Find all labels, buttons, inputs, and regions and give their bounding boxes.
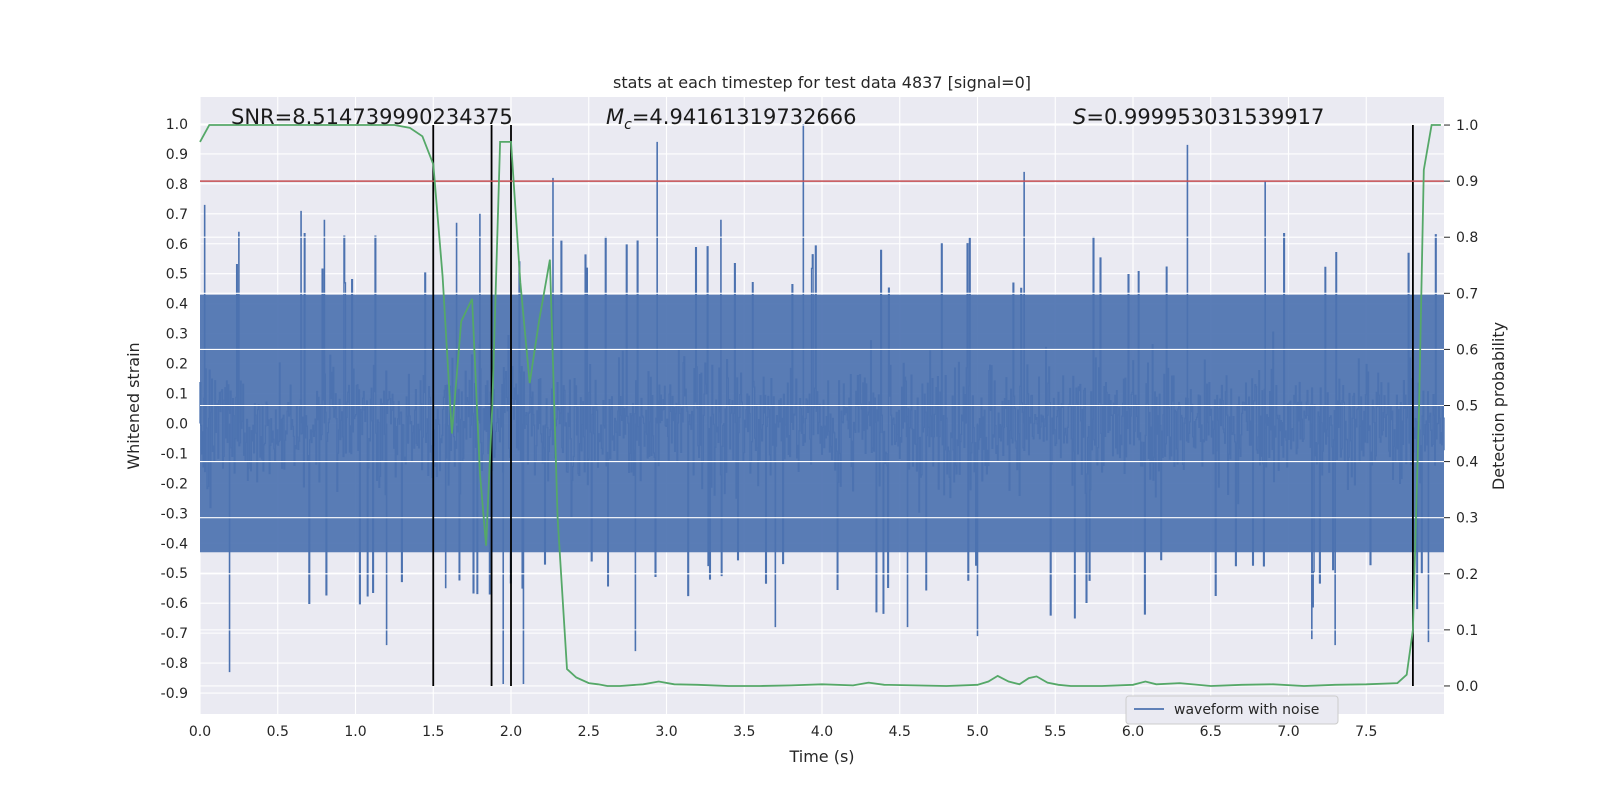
y-right-tick-label: 0.3 xyxy=(1456,511,1478,527)
chirp-mass-subscript: c xyxy=(624,117,632,133)
y-left-tick-label: -0.6 xyxy=(161,596,188,612)
y-left-tick-label: 0.5 xyxy=(166,267,188,283)
x-tick-label: 2.0 xyxy=(500,724,522,740)
x-tick-label: 0.0 xyxy=(189,724,211,740)
y-right-tick-label: 0.0 xyxy=(1456,679,1478,695)
x-tick-label: 7.0 xyxy=(1277,724,1299,740)
y-left-tick-label: -0.1 xyxy=(161,446,188,462)
x-tick-label: 6.0 xyxy=(1122,724,1144,740)
horizontal-grid-overlay xyxy=(200,124,1444,687)
y-left-tick-label: 0.1 xyxy=(166,387,188,403)
series-detection-probability xyxy=(199,124,1441,687)
legend-box xyxy=(1125,695,1339,725)
x-tick-label: 5.5 xyxy=(1044,724,1066,740)
y-left-tick-label: -0.8 xyxy=(161,656,188,672)
y-left-tick-label: 0.0 xyxy=(166,416,188,432)
legend: waveform with noise xyxy=(1125,695,1339,725)
x-tick-label: 2.5 xyxy=(578,724,600,740)
y-left-tick-label: 0.2 xyxy=(166,357,188,373)
y-left-tick-label: -0.2 xyxy=(161,476,188,492)
y-left-tick-label: 0.4 xyxy=(166,297,188,313)
series-waveform-with-noise xyxy=(199,123,1445,685)
x-tick-label: 4.0 xyxy=(811,724,833,740)
y-left-tick-label: -0.9 xyxy=(161,686,188,702)
x-tick-label: 4.5 xyxy=(889,724,911,740)
x-axis-label: Time (s) xyxy=(788,747,854,766)
y-right-tick-label: 0.7 xyxy=(1456,286,1478,302)
x-tick-label: 0.5 xyxy=(267,724,289,740)
x-tick-label: 1.5 xyxy=(422,724,444,740)
y-right-tick-label: 0.1 xyxy=(1456,623,1478,639)
y-left-tick-label: 0.9 xyxy=(166,147,188,163)
y-left-tick-label: -0.5 xyxy=(161,566,188,582)
chart-title: stats at each timestep for test data 483… xyxy=(613,73,1031,92)
y-right-tick-label: 0.2 xyxy=(1456,567,1478,583)
y-left-tick-label: -0.7 xyxy=(161,626,188,642)
x-tick-label: 6.5 xyxy=(1200,724,1222,740)
y-right-tick-label: 0.5 xyxy=(1456,399,1478,415)
x-tick-label: 3.5 xyxy=(733,724,755,740)
y-right-tick-label: 0.4 xyxy=(1456,455,1478,471)
probability-line xyxy=(199,124,1441,687)
snr-annotation: SNR=8.514739990234375 xyxy=(231,105,513,129)
score-value: =0.999953031539917 xyxy=(1086,105,1324,129)
y-left-tick-label: 0.3 xyxy=(166,327,188,343)
y-right-tick-label: 0.8 xyxy=(1456,230,1478,246)
chirp-mass-symbol: M xyxy=(606,105,624,129)
axis-ticks: 0.0 0.5 1.0 1.5 2.0 2.5 3.0 3.5 4.0 4.5 5.0 5.5 6.0 6… xyxy=(161,117,1479,740)
y-left-tick-label: 0.7 xyxy=(166,207,188,223)
x-tick-label: 7.5 xyxy=(1355,724,1377,740)
y-left-tick-label: -0.3 xyxy=(161,506,188,522)
y-left-tick-label: -0.4 xyxy=(161,536,188,552)
y-axis-right-label: Detection probability xyxy=(1489,322,1508,490)
vertical-event-lines xyxy=(432,125,1414,686)
y-right-tick-label: 1.0 xyxy=(1456,118,1478,134)
y-left-tick-label: 1.0 xyxy=(166,117,188,133)
x-tick-label: 3.0 xyxy=(655,724,677,740)
x-tick-label: 5.0 xyxy=(966,724,988,740)
score-symbol: S xyxy=(1073,105,1086,129)
score-annotation: S=0.999953031539917 xyxy=(1073,105,1324,129)
y-right-tick-label: 0.9 xyxy=(1456,174,1478,190)
y-right-tick-label: 0.6 xyxy=(1456,342,1478,358)
y-left-tick-label: 0.8 xyxy=(166,177,188,193)
chirp-mass-value: =4.94161319732666 xyxy=(632,105,857,129)
legend-entry-waveform: waveform with noise xyxy=(1174,702,1319,718)
waveform-envelope xyxy=(200,294,1444,553)
y-axis-left-label: Whitened strain xyxy=(124,342,143,469)
y-left-tick-label: 0.6 xyxy=(166,237,188,253)
x-tick-label: 1.0 xyxy=(344,724,366,740)
chirp-mass-annotation: Mc=4.94161319732666 xyxy=(606,105,857,133)
